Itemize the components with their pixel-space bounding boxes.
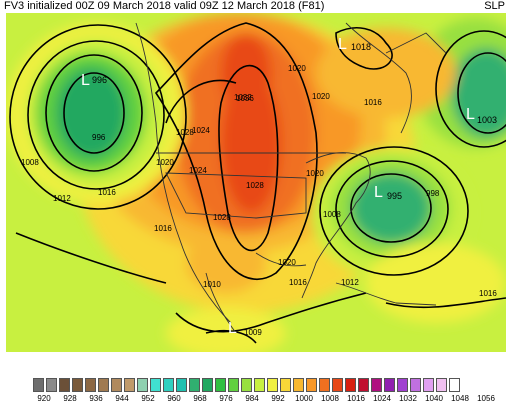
legend-label: 920 bbox=[37, 394, 51, 403]
legend-label: 968 bbox=[193, 394, 207, 403]
contour-label: 1020 bbox=[156, 158, 174, 167]
contour-label: 1028 bbox=[176, 128, 194, 137]
legend-swatch bbox=[85, 378, 96, 392]
legend-swatch bbox=[332, 378, 343, 392]
legend-swatch bbox=[163, 378, 174, 392]
low-center: L 995 bbox=[374, 184, 402, 201]
contour-label: 1009 bbox=[244, 328, 262, 337]
contour-label: 1010 bbox=[203, 280, 221, 289]
legend-swatch bbox=[124, 378, 135, 392]
legend-label: 1048 bbox=[451, 394, 469, 403]
legend-swatch bbox=[397, 378, 408, 392]
legend-swatch bbox=[449, 378, 460, 392]
legend-label: 1032 bbox=[399, 394, 417, 403]
contour-label: 1016 bbox=[289, 278, 307, 287]
field-name: SLP bbox=[484, 0, 505, 12]
legend-label: 960 bbox=[167, 394, 181, 403]
svg-text:L: L bbox=[81, 72, 90, 89]
legend-swatch bbox=[176, 378, 187, 392]
contour-label: 1020 bbox=[278, 258, 296, 267]
low-center: L 1003 bbox=[466, 106, 497, 125]
legend-label: 984 bbox=[245, 394, 259, 403]
svg-text:995: 995 bbox=[387, 191, 402, 201]
legend-swatch bbox=[384, 378, 395, 392]
contour-label: 1032 bbox=[234, 93, 252, 102]
legend-swatch bbox=[228, 378, 239, 392]
contour-label: 1036 bbox=[236, 94, 254, 103]
legend-label: 1000 bbox=[295, 394, 313, 403]
legend-label: 1016 bbox=[347, 394, 365, 403]
legend-swatch bbox=[137, 378, 148, 392]
contour-label: 1020 bbox=[312, 92, 330, 101]
contour-label: 1016 bbox=[154, 224, 172, 233]
legend-swatch bbox=[33, 378, 44, 392]
contour-label: 1008 bbox=[323, 210, 341, 219]
legend-swatch bbox=[319, 378, 330, 392]
isobars bbox=[9, 22, 506, 344]
low-center: L 996 bbox=[81, 72, 107, 89]
sea-level-pressure-map: 996 1008 1012 1016 1020 1024 1028 1032 1… bbox=[6, 13, 506, 352]
legend-label: 992 bbox=[271, 394, 285, 403]
contour-label: 1020 bbox=[306, 169, 324, 178]
legend-swatch bbox=[293, 378, 304, 392]
legend-swatch bbox=[189, 378, 200, 392]
contour-label: 1024 bbox=[192, 126, 210, 135]
contour-label: 1028 bbox=[213, 213, 231, 222]
legend-swatch bbox=[59, 378, 70, 392]
contour-labels: 996 1008 1012 1016 1020 1024 1028 1032 1… bbox=[21, 64, 497, 337]
contour-label: 1028 bbox=[246, 181, 264, 190]
low-center: L 1018 bbox=[338, 36, 371, 53]
legend-label: 952 bbox=[141, 394, 155, 403]
svg-text:L: L bbox=[228, 320, 237, 337]
map-title: FV3 initialized 00Z 09 March 2018 valid … bbox=[4, 0, 325, 12]
legend-swatch bbox=[345, 378, 356, 392]
svg-text:L: L bbox=[374, 184, 383, 201]
legend-swatch bbox=[267, 378, 278, 392]
contour-label: 1016 bbox=[98, 188, 116, 197]
legend-label: 1024 bbox=[373, 394, 391, 403]
legend-label: 928 bbox=[63, 394, 77, 403]
pressure-centers: L 996 L 1003 L 995 L 1009 L 1018 bbox=[81, 36, 497, 337]
legend-swatch bbox=[410, 378, 421, 392]
legend-swatch bbox=[202, 378, 213, 392]
legend-label: 944 bbox=[115, 394, 129, 403]
contour-label: 1016 bbox=[364, 98, 382, 107]
contour-label: 998 bbox=[426, 189, 440, 198]
low-center: L 1009 bbox=[228, 320, 237, 337]
legend-label: 1008 bbox=[321, 394, 339, 403]
coastlines bbox=[135, 22, 447, 334]
legend-label: 1056 bbox=[477, 394, 495, 403]
contour-label: 1012 bbox=[341, 278, 359, 287]
legend-swatch bbox=[215, 378, 226, 392]
legend-swatch bbox=[241, 378, 252, 392]
legend-swatch bbox=[306, 378, 317, 392]
legend-swatch bbox=[436, 378, 447, 392]
legend-swatch bbox=[358, 378, 369, 392]
legend-swatch bbox=[254, 378, 265, 392]
contour-label: 1024 bbox=[189, 166, 207, 175]
contour-label: 996 bbox=[92, 133, 106, 142]
contour-label: 1016 bbox=[479, 289, 497, 298]
legend-swatch bbox=[423, 378, 434, 392]
legend-swatch bbox=[72, 378, 83, 392]
svg-text:L: L bbox=[466, 106, 475, 123]
svg-text:996: 996 bbox=[92, 75, 107, 85]
legend-swatch bbox=[98, 378, 109, 392]
svg-text:1018: 1018 bbox=[351, 42, 371, 52]
svg-text:L: L bbox=[338, 36, 347, 53]
legend-label: 976 bbox=[219, 394, 233, 403]
legend-swatch bbox=[46, 378, 57, 392]
contour-label: 1008 bbox=[21, 158, 39, 167]
legend-swatch bbox=[280, 378, 291, 392]
legend-swatch bbox=[111, 378, 122, 392]
contour-label: 1020 bbox=[288, 64, 306, 73]
legend-label: 1040 bbox=[425, 394, 443, 403]
contour-label: 1012 bbox=[53, 194, 71, 203]
legend-label: 936 bbox=[89, 394, 103, 403]
legend-swatch bbox=[150, 378, 161, 392]
svg-text:1003: 1003 bbox=[477, 115, 497, 125]
legend-swatch bbox=[371, 378, 382, 392]
